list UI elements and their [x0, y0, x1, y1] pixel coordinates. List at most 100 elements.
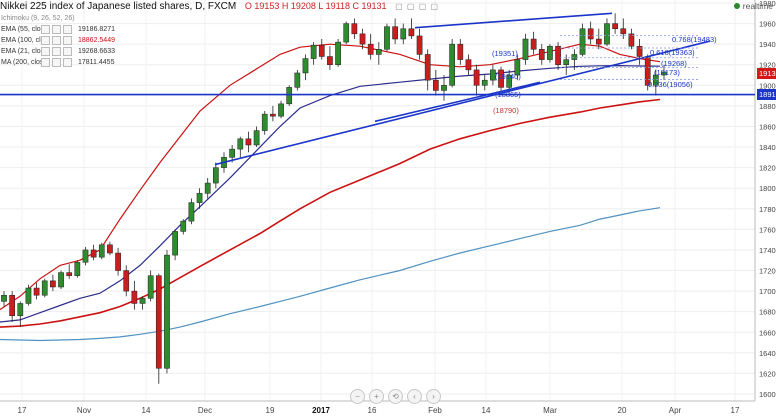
zoom-out-button[interactable]: −	[350, 389, 365, 404]
candle-body	[392, 26, 398, 40]
fib-label-0618: 0.618(19363)	[650, 48, 695, 57]
candle-body	[286, 87, 293, 105]
legend-name: EMA (55, close)	[1, 26, 41, 33]
candle-body	[139, 298, 146, 304]
eye-icon[interactable]	[41, 25, 50, 34]
legend-row-ema21[interactable]: EMA (21, close) 19268.6633	[1, 46, 115, 57]
candle-body	[310, 44, 317, 59]
legend-value: 19268.6633	[78, 48, 115, 55]
legend-row-ichimoku[interactable]: Ichimoku (9, 26, 52, 26)	[1, 13, 115, 24]
y-tick-label: 19600	[759, 20, 776, 29]
candle-body	[343, 23, 350, 43]
fib-label-low: (18865)	[495, 90, 521, 99]
chart-header: Nikkei 225 index of Japanese listed shar…	[0, 0, 439, 12]
x-tick-label: Apr	[669, 406, 682, 415]
candle-body	[571, 54, 578, 60]
legend-value: 18862.5449	[78, 37, 115, 44]
close-icon[interactable]	[63, 47, 72, 56]
candle-body	[164, 254, 170, 369]
candle-body	[620, 28, 627, 35]
legend-row-ema55[interactable]: EMA (55, close) 19186.8271	[1, 24, 115, 35]
series-line	[0, 43, 661, 311]
candle-body	[506, 74, 513, 88]
candle-body	[115, 252, 121, 271]
close-icon[interactable]	[63, 25, 72, 34]
candle-body	[661, 71, 667, 76]
legend-row-ema100[interactable]: EMA (100, close) 18862.5449	[1, 35, 115, 46]
candle-body	[490, 69, 496, 81]
candle-body	[424, 54, 431, 81]
candle-body	[188, 202, 195, 222]
candle-body	[595, 38, 602, 45]
scroll-left-button[interactable]: ‹	[407, 389, 422, 404]
legend-row-ma200[interactable]: MA (200, close) 17811.4455	[1, 57, 115, 68]
fib-label-0236: 0.236(19056)	[648, 80, 693, 89]
y-tick-label: 16800	[759, 308, 776, 317]
y-tick-label: 17200	[759, 267, 776, 276]
legend-name: EMA (21, close)	[1, 48, 41, 55]
trend-line	[214, 40, 711, 166]
candle-body	[457, 43, 464, 60]
candle-body	[90, 249, 97, 258]
settings-icon[interactable]	[52, 36, 61, 45]
scroll-right-button[interactable]: ›	[426, 389, 441, 404]
x-tick-label: Mar	[543, 406, 557, 415]
close-icon[interactable]	[63, 36, 72, 45]
candle-body	[82, 249, 89, 263]
candle-body	[579, 28, 586, 55]
settings-icon[interactable]	[52, 47, 61, 56]
candle-body	[375, 49, 382, 55]
y-tick-label: 17600	[759, 225, 776, 234]
candle-body	[270, 113, 276, 117]
x-tick-label: 17	[731, 406, 740, 415]
candle-body	[9, 294, 15, 317]
y-tick-label: 16000	[759, 390, 776, 399]
settings-icon[interactable]	[52, 58, 61, 67]
zoom-in-button[interactable]: +	[369, 389, 384, 404]
candle-body	[294, 72, 301, 88]
candle-body	[261, 113, 268, 131]
y-tick-label: 17000	[759, 287, 776, 296]
legend-name: EMA (100, close)	[1, 37, 41, 44]
y-tick-label: 16600	[759, 328, 776, 337]
candle-body	[335, 41, 341, 65]
candle-body	[33, 287, 40, 296]
candle-body	[1, 294, 7, 302]
y-tick-label: 16200	[759, 369, 776, 378]
candle-body	[367, 43, 374, 55]
candle-body	[628, 33, 635, 47]
candle-body	[237, 138, 244, 150]
settings-icon[interactable]	[52, 25, 61, 34]
candle-body	[481, 79, 488, 86]
candle-body	[155, 275, 162, 369]
fib-label-0768: 0.768(19483)	[672, 35, 717, 44]
candle-body	[587, 28, 594, 40]
candle-body	[441, 85, 447, 91]
candle-body	[229, 148, 235, 158]
candle-body	[612, 23, 618, 29]
candle-body	[416, 35, 423, 55]
level-marker-18790: (18790)	[493, 106, 519, 115]
chart-title: Nikkei 225 index of Japanese listed shar…	[0, 1, 237, 12]
legend-name: Ichimoku (9, 26, 52, 26)	[1, 15, 75, 22]
candle-body	[278, 103, 284, 117]
candle-body	[58, 272, 64, 288]
y-tick-label: 18800	[759, 102, 776, 111]
candle-body	[172, 231, 178, 256]
eye-icon[interactable]	[41, 36, 50, 45]
eye-icon[interactable]	[41, 47, 50, 56]
close-icon[interactable]	[63, 58, 72, 67]
candle-body	[465, 59, 472, 71]
candle-body	[604, 23, 610, 45]
x-tick-label: 14	[482, 406, 491, 415]
y-tick-label: 17800	[759, 205, 776, 214]
y-tick-label: 19000	[759, 81, 776, 90]
candle-body	[66, 272, 73, 276]
candle-body	[131, 290, 138, 304]
header-buttons[interactable]: ▢ ▢ ▢ ▢	[395, 2, 440, 11]
x-tick-label: Feb	[428, 406, 442, 415]
reset-button[interactable]: ⟲	[388, 389, 403, 404]
candle-body	[74, 262, 81, 276]
eye-icon[interactable]	[41, 58, 50, 67]
